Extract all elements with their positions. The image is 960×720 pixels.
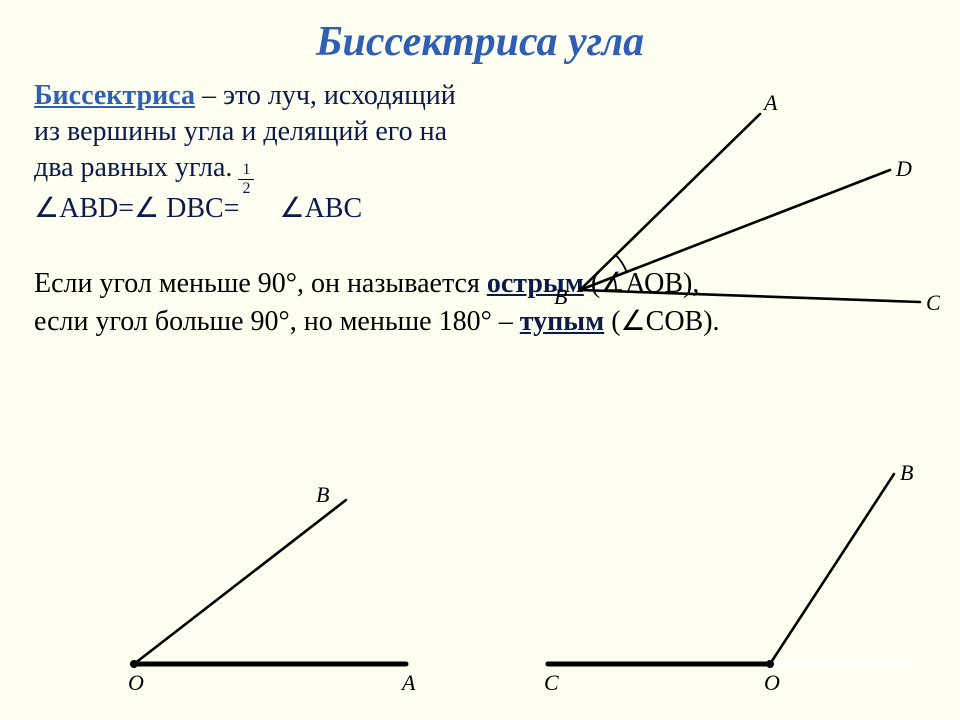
svg-text:A: A [762, 90, 778, 115]
svg-text:O: O [764, 670, 780, 695]
bisector-diagram: A D C B [520, 90, 940, 320]
svg-text:C: C [926, 290, 940, 315]
acute-angle-diagram: O A B [60, 470, 470, 700]
formula-eq: ∠ABD=∠ DBC= [34, 191, 239, 227]
def-line1: – это луч, исходящий [195, 80, 456, 111]
svg-text:B: B [900, 460, 913, 485]
at-line2a: если угол больше 90°, но меньше 180° – [34, 306, 520, 337]
frac-den: 2 [238, 180, 254, 197]
svg-text:O: O [128, 670, 144, 695]
one-half-fraction: 1 2 [238, 162, 254, 197]
def-line3: два равных угла. [34, 150, 232, 186]
svg-text:A: A [400, 670, 416, 695]
at-line1a: Если угол меньше 90°, он называется [34, 268, 487, 299]
formula-rhs: ∠АВС [279, 191, 362, 227]
svg-text:D: D [895, 156, 912, 181]
svg-text:C: C [544, 670, 559, 695]
obtuse-angle-diagram: C O B [500, 440, 930, 700]
svg-text:B: B [316, 482, 329, 507]
frac-num: 1 [238, 162, 254, 180]
term-bisector: Биссектриса [34, 80, 195, 111]
slide-title: Биссектриса угла [34, 18, 926, 66]
svg-text:B: B [554, 284, 567, 309]
